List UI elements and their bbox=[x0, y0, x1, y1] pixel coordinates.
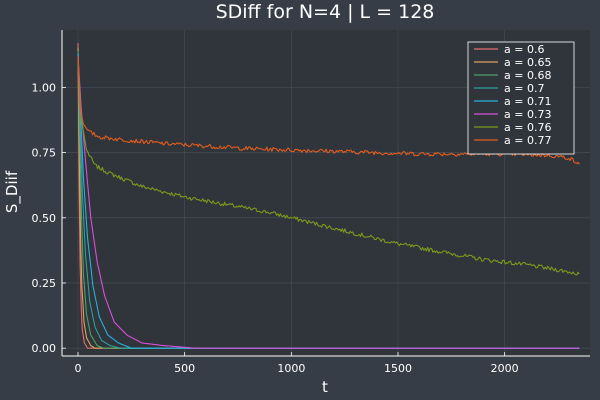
x-tick-label: 0 bbox=[75, 362, 82, 375]
legend-label: a = 0.71 bbox=[504, 95, 551, 108]
axes bbox=[61, 30, 590, 357]
legend: a = 0.6a = 0.65a = 0.68a = 0.7a = 0.71a … bbox=[467, 41, 575, 155]
x-axis-label: t bbox=[322, 378, 328, 396]
y-tick-label: 0.50 bbox=[32, 212, 57, 225]
series-line-7 bbox=[77, 61, 580, 276]
legend-label: a = 0.77 bbox=[504, 134, 551, 147]
y-tick-label: 1.00 bbox=[32, 81, 57, 94]
y-axis-label: S_Diif bbox=[3, 170, 22, 213]
y-tick-label: 0.25 bbox=[32, 277, 57, 290]
x-tick-label: 2000 bbox=[491, 362, 519, 375]
legend-label: a = 0.76 bbox=[504, 121, 551, 134]
x-tick-label: 1000 bbox=[277, 362, 305, 375]
y-tick-label: 0.75 bbox=[32, 147, 57, 160]
legend-label: a = 0.65 bbox=[504, 56, 551, 69]
x-tick-label: 500 bbox=[174, 362, 195, 375]
legend-label: a = 0.68 bbox=[504, 69, 551, 82]
legend-box bbox=[467, 41, 575, 155]
y-tick-label: 0.00 bbox=[32, 342, 57, 355]
legend-label: a = 0.73 bbox=[504, 108, 551, 121]
series-line-6 bbox=[77, 56, 580, 349]
x-tick-label: 1500 bbox=[384, 362, 412, 375]
tick-labels: 0 500 1000 1500 2000 0.00 0.25 0.50 0.75 1.00 bbox=[32, 81, 519, 375]
legend-label: a = 0.7 bbox=[504, 82, 544, 95]
chart-title: SDiff for N=4 | L = 128 bbox=[216, 1, 435, 23]
series-lines bbox=[77, 42, 580, 349]
legend-label: a = 0.6 bbox=[504, 43, 544, 56]
